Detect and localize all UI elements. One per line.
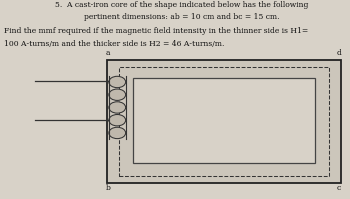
Ellipse shape bbox=[109, 89, 126, 100]
Ellipse shape bbox=[109, 127, 126, 139]
Bar bbox=[133, 78, 315, 163]
Bar bbox=[119, 67, 329, 176]
Text: 100 A-turns/m and the thicker side is H2 = 46 A-turns/m.: 100 A-turns/m and the thicker side is H2… bbox=[4, 40, 224, 48]
Text: c: c bbox=[337, 184, 341, 192]
Text: a: a bbox=[106, 49, 110, 57]
Text: d: d bbox=[336, 49, 341, 57]
Bar bbox=[107, 60, 341, 183]
Text: 5.  A cast-iron core of the shape indicated below has the following: 5. A cast-iron core of the shape indicat… bbox=[55, 1, 309, 9]
Text: pertinent dimensions: ab = 10 cm and bc = 15 cm.: pertinent dimensions: ab = 10 cm and bc … bbox=[84, 13, 280, 21]
Text: Find the mmf required if the magnetic field intensity in the thinner side is H1=: Find the mmf required if the magnetic fi… bbox=[4, 27, 308, 35]
Ellipse shape bbox=[109, 102, 126, 113]
Ellipse shape bbox=[109, 76, 126, 88]
Ellipse shape bbox=[109, 114, 126, 126]
Text: b: b bbox=[105, 184, 110, 192]
